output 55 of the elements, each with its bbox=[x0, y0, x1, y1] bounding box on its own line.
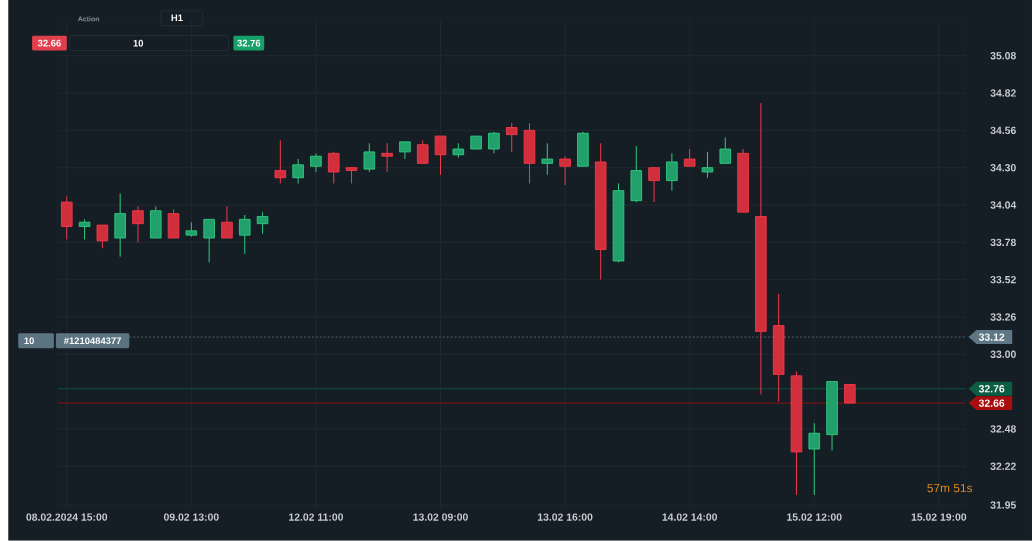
candlestick bbox=[416, 140, 429, 165]
candlestick bbox=[488, 131, 500, 155]
candlestick bbox=[310, 153, 322, 173]
annotation: 10 bbox=[133, 39, 144, 47]
candlestick bbox=[327, 151, 340, 185]
candlestick bbox=[808, 422, 821, 496]
y-tick-label: 33.00 bbox=[990, 350, 1016, 359]
candlestick bbox=[96, 224, 109, 249]
x-tick-label: 08.02.2024 15:00 bbox=[26, 513, 108, 521]
y-tick-label: 34.82 bbox=[990, 89, 1016, 97]
y-tick-label: 33.52 bbox=[990, 276, 1016, 284]
candlestick bbox=[274, 140, 287, 185]
candlestick bbox=[221, 206, 233, 239]
y-tick-label: 33.26 bbox=[990, 313, 1016, 321]
candlestick bbox=[78, 219, 91, 241]
ref-line-label: 33.12 bbox=[978, 333, 1005, 341]
y-tick-label: 32.22 bbox=[990, 462, 1016, 471]
candlestick bbox=[434, 135, 447, 176]
candlestick bbox=[844, 384, 856, 404]
candlestick bbox=[256, 211, 269, 235]
x-tick-label: 14.02 14:00 bbox=[662, 513, 718, 521]
annotation: 32.66 bbox=[37, 39, 61, 47]
y-tick-label: 34.04 bbox=[990, 201, 1017, 209]
candlestick bbox=[203, 219, 215, 264]
y-tick-label: 33.78 bbox=[990, 238, 1016, 247]
candlestick bbox=[719, 137, 732, 165]
candlestick bbox=[132, 206, 144, 244]
x-tick-label: 13.02 16:00 bbox=[537, 513, 593, 521]
candlestick bbox=[363, 142, 376, 173]
y-tick-label: 31.95 bbox=[990, 501, 1016, 509]
annotation: 32.76 bbox=[237, 39, 261, 47]
text: 10 bbox=[24, 337, 34, 345]
x-tick-label: 12.02 11:00 bbox=[289, 513, 344, 521]
annotation: #1210484377 bbox=[63, 337, 121, 345]
x-tick-label: 09.02 13:00 bbox=[163, 513, 219, 521]
y-tick-label: 34.56 bbox=[990, 126, 1016, 135]
x-tick-label: 15.02 19:00 bbox=[911, 513, 967, 521]
y-tick-label: 34.30 bbox=[990, 164, 1016, 172]
candlestick bbox=[541, 142, 554, 176]
candlestick bbox=[292, 158, 304, 185]
x-tick-label: 13.02 09:00 bbox=[413, 513, 468, 521]
y-tick-label: 32.48 bbox=[990, 425, 1016, 433]
annotation: H1 bbox=[171, 14, 183, 22]
annotation: 57m 51s bbox=[927, 484, 973, 493]
candlestick bbox=[648, 167, 660, 203]
ref-line-label: 32.76 bbox=[978, 385, 1005, 393]
candlestick bbox=[701, 151, 714, 179]
candlestick bbox=[559, 155, 571, 186]
candlestick bbox=[381, 142, 393, 173]
y-tick-label: 35.08 bbox=[990, 52, 1016, 60]
candlestick bbox=[505, 122, 518, 153]
candlestick bbox=[238, 214, 251, 255]
ref-line-label: 32.66 bbox=[978, 399, 1005, 407]
candlestick bbox=[666, 153, 678, 192]
x-tick-label: 15.02 12:00 bbox=[787, 513, 842, 521]
